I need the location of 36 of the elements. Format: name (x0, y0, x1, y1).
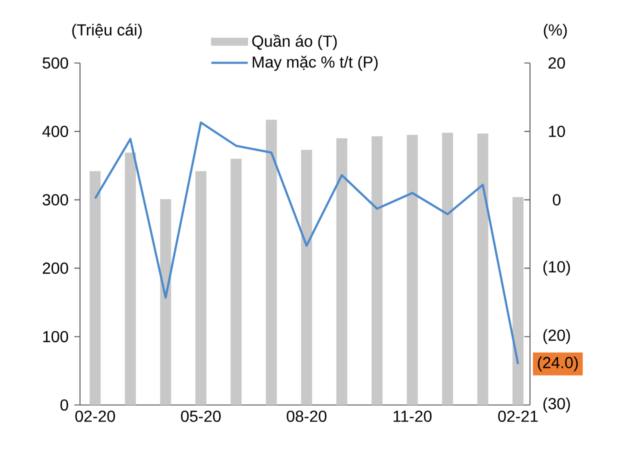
x-tick-label: 11-20 (394, 410, 432, 422)
bar (442, 132, 454, 405)
y2-tick-label: 20 (548, 57, 565, 69)
y2-tick-label: 0 (552, 194, 561, 206)
bar (124, 152, 136, 405)
bar (195, 171, 206, 405)
legend-label: Quần áo (T) (252, 34, 337, 50)
bar (160, 199, 172, 405)
x-tick-label: 02-20 (75, 410, 115, 422)
y2-tick-label: 10 (548, 126, 565, 138)
bar (266, 120, 277, 405)
x-tick-label: 08-20 (286, 410, 326, 422)
bar (512, 197, 524, 405)
bar (406, 134, 418, 405)
y-tick-label: 500 (42, 57, 68, 69)
y-tick-label: 300 (42, 194, 68, 206)
legend-label: May mặc % t/t (P) (252, 56, 378, 71)
y-tick-label: 100 (43, 330, 68, 342)
y2-axis-title: (%) (544, 24, 567, 39)
bar (477, 133, 488, 405)
y2-tick-label: (10) (543, 260, 570, 276)
line-series (94, 121, 520, 366)
y-tick-label: 200 (42, 262, 68, 274)
bar (372, 136, 383, 405)
bar (301, 150, 312, 405)
text: (24.0) (538, 356, 578, 372)
x-tick-label: 02-21 (498, 410, 538, 422)
y2-tick-label: (20) (543, 329, 570, 344)
bar (230, 158, 242, 405)
y-tick-label: 400 (42, 126, 68, 138)
x-tick-label: 05-20 (181, 410, 221, 422)
bar (336, 138, 348, 405)
y-axis-title: (Triệu cái) (72, 24, 142, 39)
y2-tick-label: (30) (543, 398, 570, 412)
bar (90, 171, 101, 405)
y-tick-label: 0 (60, 399, 68, 411)
